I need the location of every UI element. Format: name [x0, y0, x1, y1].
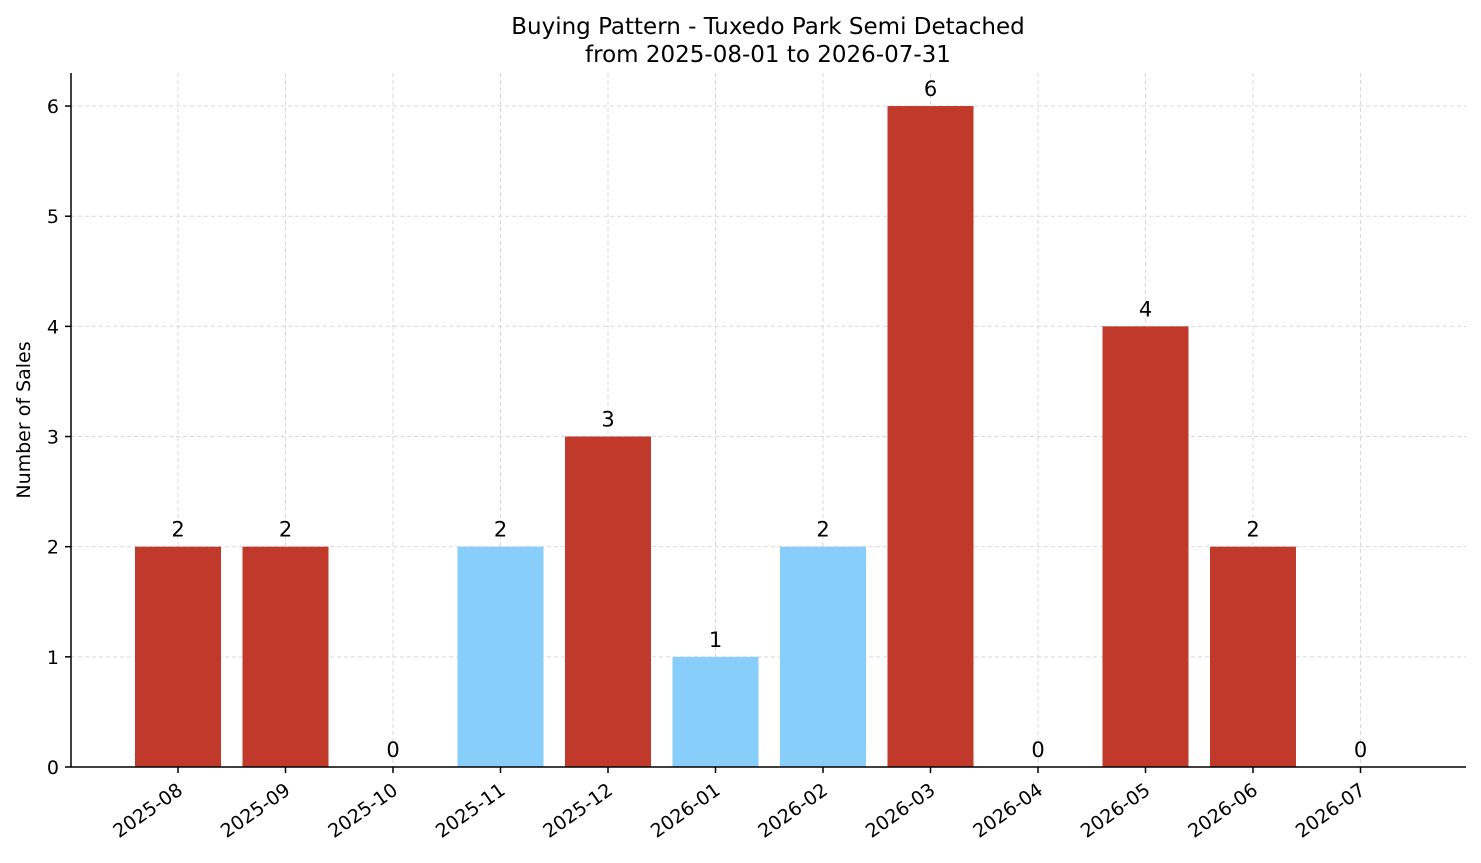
data-label-2025-08: 2: [171, 518, 184, 542]
y-tick-label: 3: [47, 427, 59, 449]
bar-2026-05: [1102, 326, 1189, 767]
x-tick-label: 2026-04: [969, 779, 1047, 843]
data-label-2026-07: 0: [1354, 738, 1367, 762]
x-tick-label: 2025-11: [432, 779, 510, 843]
x-tick-label: 2026-02: [754, 779, 832, 843]
bar-2026-03: [887, 106, 974, 768]
x-tick-label: 2025-08: [109, 779, 187, 843]
data-label-2026-01: 1: [709, 628, 722, 652]
bar-2025-08: [135, 546, 221, 767]
bar-2026-01: [672, 656, 759, 767]
y-tick-label: 2: [47, 537, 59, 559]
y-tick-label: 5: [47, 206, 59, 228]
data-label-2025-11: 2: [494, 518, 507, 542]
x-tick-label: 2025-10: [324, 779, 402, 843]
bar-2026-02: [780, 546, 866, 767]
x-tick-label: 2026-07: [1292, 779, 1370, 843]
x-tick-label: 2026-05: [1077, 779, 1155, 843]
bars: [135, 106, 1296, 768]
y-tick-label: 6: [47, 96, 59, 118]
y-tick-label: 4: [47, 316, 59, 338]
x-tick-label: 2025-09: [217, 779, 295, 843]
data-label-2026-03: 6: [924, 77, 937, 101]
y-tick-label: 1: [47, 647, 59, 669]
chart-title: Buying Pattern - Tuxedo Park Semi Detach…: [511, 14, 1025, 40]
x-tick-label: 2026-06: [1184, 779, 1262, 843]
x-tick-label: 2026-03: [862, 779, 940, 843]
data-label-2026-02: 2: [816, 518, 829, 542]
data-label-2026-05: 4: [1139, 297, 1152, 321]
chart-subtitle: from 2025-08-01 to 2026-07-31: [585, 42, 951, 68]
y-axis-label: Number of Sales: [13, 341, 35, 498]
y-tick-label: 0: [47, 757, 59, 779]
data-label-2026-06: 2: [1246, 518, 1259, 542]
data-label-2026-04: 0: [1031, 738, 1044, 762]
bar-2025-12: [565, 436, 651, 767]
x-tick-label: 2025-12: [539, 779, 617, 843]
data-label-2025-10: 0: [386, 738, 399, 762]
bar-2026-06: [1210, 546, 1296, 767]
bar-2025-11: [457, 546, 544, 767]
data-label-2025-12: 3: [601, 408, 614, 432]
x-tick-label: 2026-01: [647, 779, 725, 843]
bar-2025-09: [242, 546, 329, 767]
data-label-2025-09: 2: [279, 518, 292, 542]
axes: [70, 73, 1466, 768]
